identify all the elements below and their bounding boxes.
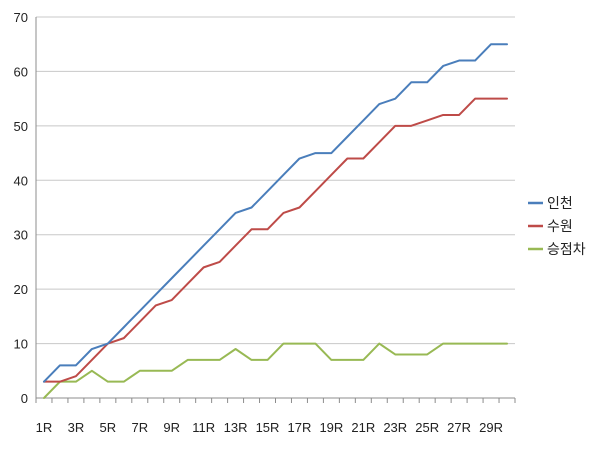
x-tick-label: 27R	[447, 420, 471, 435]
x-tick-label: 5R	[100, 420, 117, 435]
legend-item: 승점차	[528, 242, 586, 258]
y-tick-label: 30	[14, 228, 28, 243]
legend-label: 수원	[547, 219, 573, 235]
legend-label: 승점차	[547, 242, 586, 258]
x-tick-label: 23R	[383, 420, 407, 435]
legend-item: 수원	[528, 219, 573, 235]
x-tick-label: 29R	[479, 420, 503, 435]
legend-item: 인천	[528, 196, 573, 212]
axes	[35, 17, 516, 403]
y-tick-label: 50	[14, 119, 28, 134]
series-line	[42, 342, 509, 399]
x-tick-labels: 1R 3R 5R 7R 9R 11R 13R 15R 17R 19R 21R 23R 25R 27R 29R	[36, 420, 503, 435]
y-tick-label: 20	[14, 282, 28, 297]
x-tick-label: 11R	[192, 420, 215, 435]
x-tick-label: 15R	[256, 420, 280, 435]
y-tick-label: 60	[14, 64, 28, 79]
y-tick-label: 10	[14, 337, 28, 352]
x-tick-label: 13R	[224, 420, 248, 435]
x-tick-label: 21R	[351, 420, 375, 435]
x-tick-label: 7R	[131, 420, 148, 435]
x-tick-label: 1R	[36, 420, 53, 435]
x-tick-label: 19R	[319, 420, 343, 435]
series-line	[42, 43, 509, 383]
legend-label: 인천	[547, 196, 573, 212]
y-tick-labels: 0 10 20 30 40 50 60 70	[14, 10, 28, 406]
y-tick-label: 70	[14, 10, 28, 25]
gridlines	[36, 16, 515, 345]
x-tick-label: 17R	[288, 420, 312, 435]
y-tick-label: 40	[14, 173, 28, 188]
series-lines	[42, 43, 509, 399]
series-line	[42, 97, 509, 383]
x-tick-label: 9R	[163, 420, 180, 435]
x-tick-label: 3R	[68, 420, 85, 435]
x-tick-label: 25R	[415, 420, 439, 435]
y-tick-label: 0	[21, 391, 28, 406]
